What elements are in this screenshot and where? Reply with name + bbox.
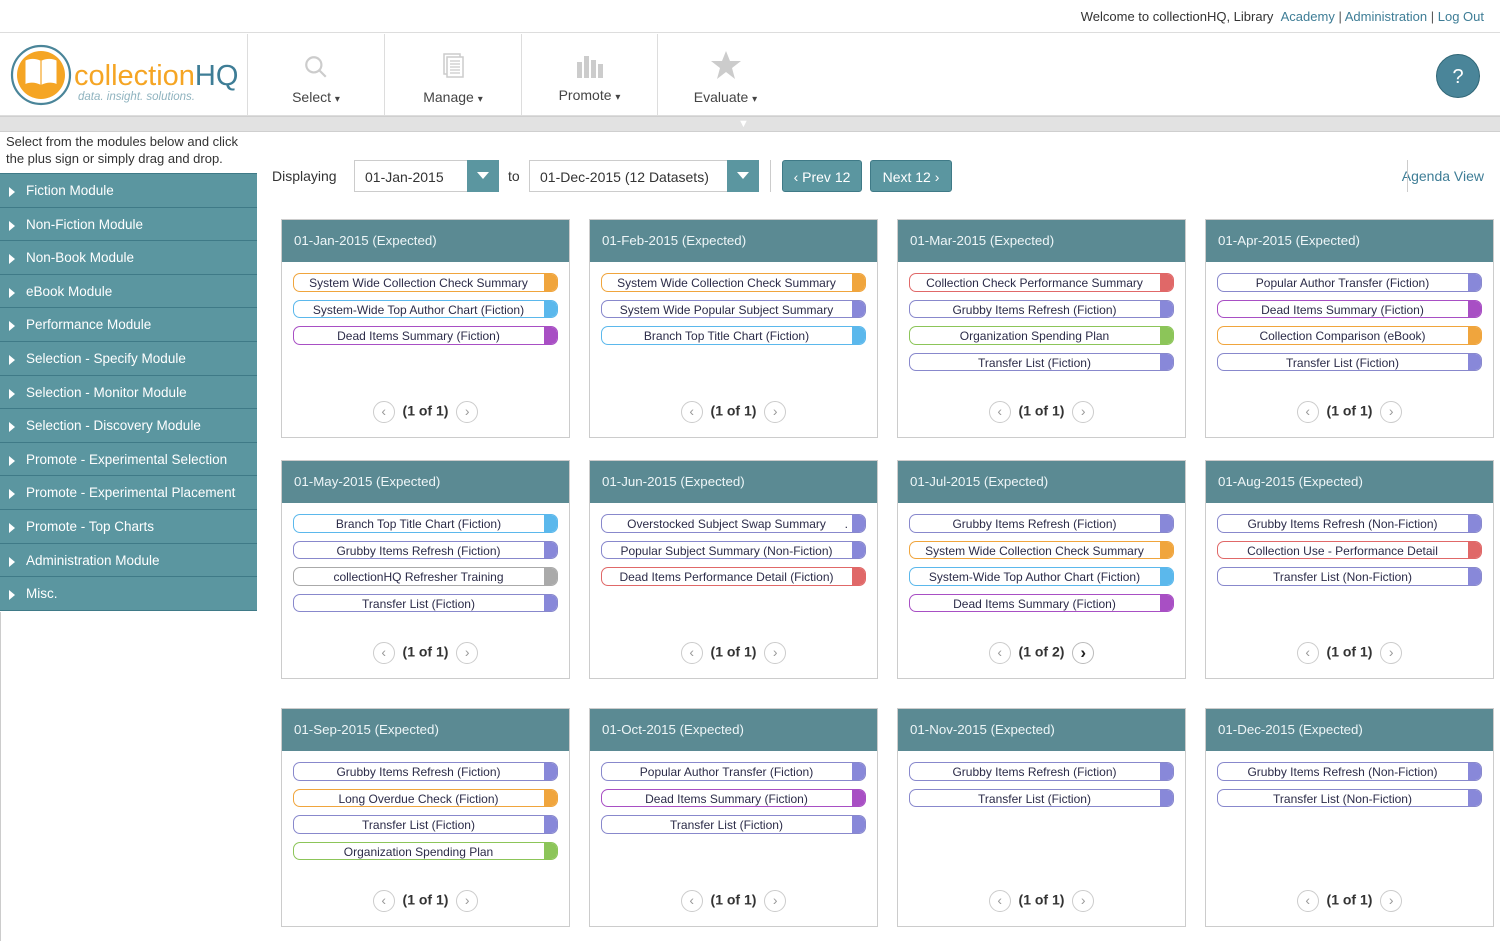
svg-text:collectionHQ: collectionHQ — [74, 60, 238, 92]
svg-text:data. insight. solutions.: data. insight. solutions. — [78, 91, 195, 103]
